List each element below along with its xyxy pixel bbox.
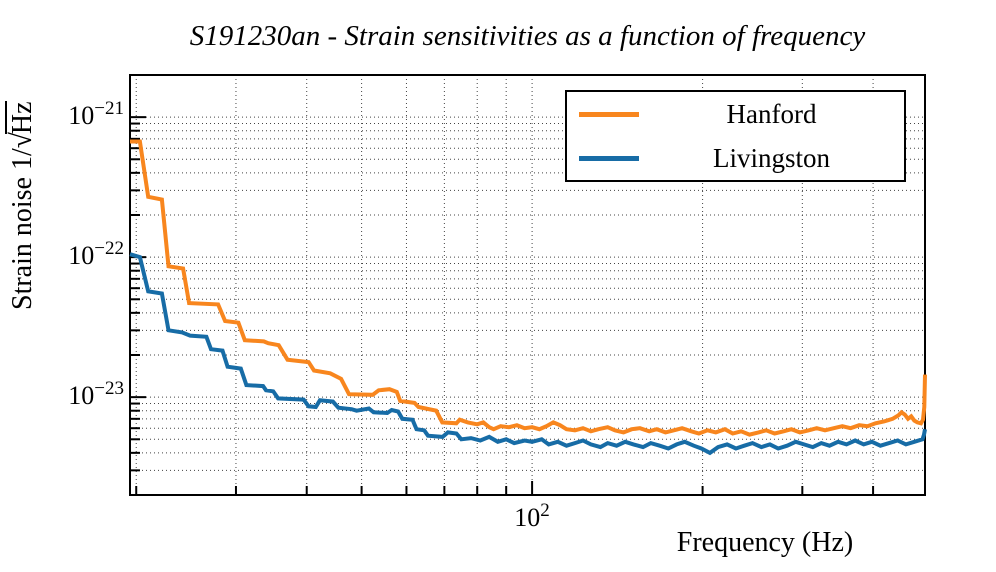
hanford-line-swatch (579, 111, 639, 117)
y-tick-exponent: −23 (94, 377, 124, 399)
y-tick-label-1e-23: 10−23 (68, 377, 124, 411)
x-tick-base: 10 (514, 503, 541, 532)
livingston-line-swatch (579, 155, 639, 161)
x-tick-label-100: 102 (514, 499, 550, 533)
sqrt-symbol: √ (6, 134, 38, 149)
legend-row-hanford: Hanford (567, 92, 904, 136)
x-axis-title: Frequency (Hz) (676, 527, 854, 558)
y-tick-base: 10 (68, 381, 95, 410)
legend-label-hanford: Hanford (726, 98, 817, 129)
y-tick-label-1e-22: 10−22 (68, 237, 124, 271)
y-axis-title-sqrt-argument: Hz (5, 101, 38, 135)
y-tick-exponent: −22 (94, 237, 124, 259)
page-title: S191230an - Strain sensitivities as a fu… (189, 20, 866, 52)
y-tick-exponent: −21 (94, 97, 124, 119)
y-tick-label-1e-21: 10−21 (68, 97, 124, 131)
legend: Hanford Livingston (565, 90, 906, 182)
y-axis-title: Strain noise 1/√Hz (5, 50, 39, 310)
x-tick-exponent: 2 (540, 499, 550, 521)
y-axis-title-prefix: Strain noise 1/ (7, 148, 38, 310)
y-tick-base: 10 (68, 101, 95, 130)
legend-label-livingston: Livingston (712, 142, 830, 173)
legend-row-livingston: Livingston (567, 136, 904, 180)
y-tick-base: 10 (68, 241, 95, 270)
